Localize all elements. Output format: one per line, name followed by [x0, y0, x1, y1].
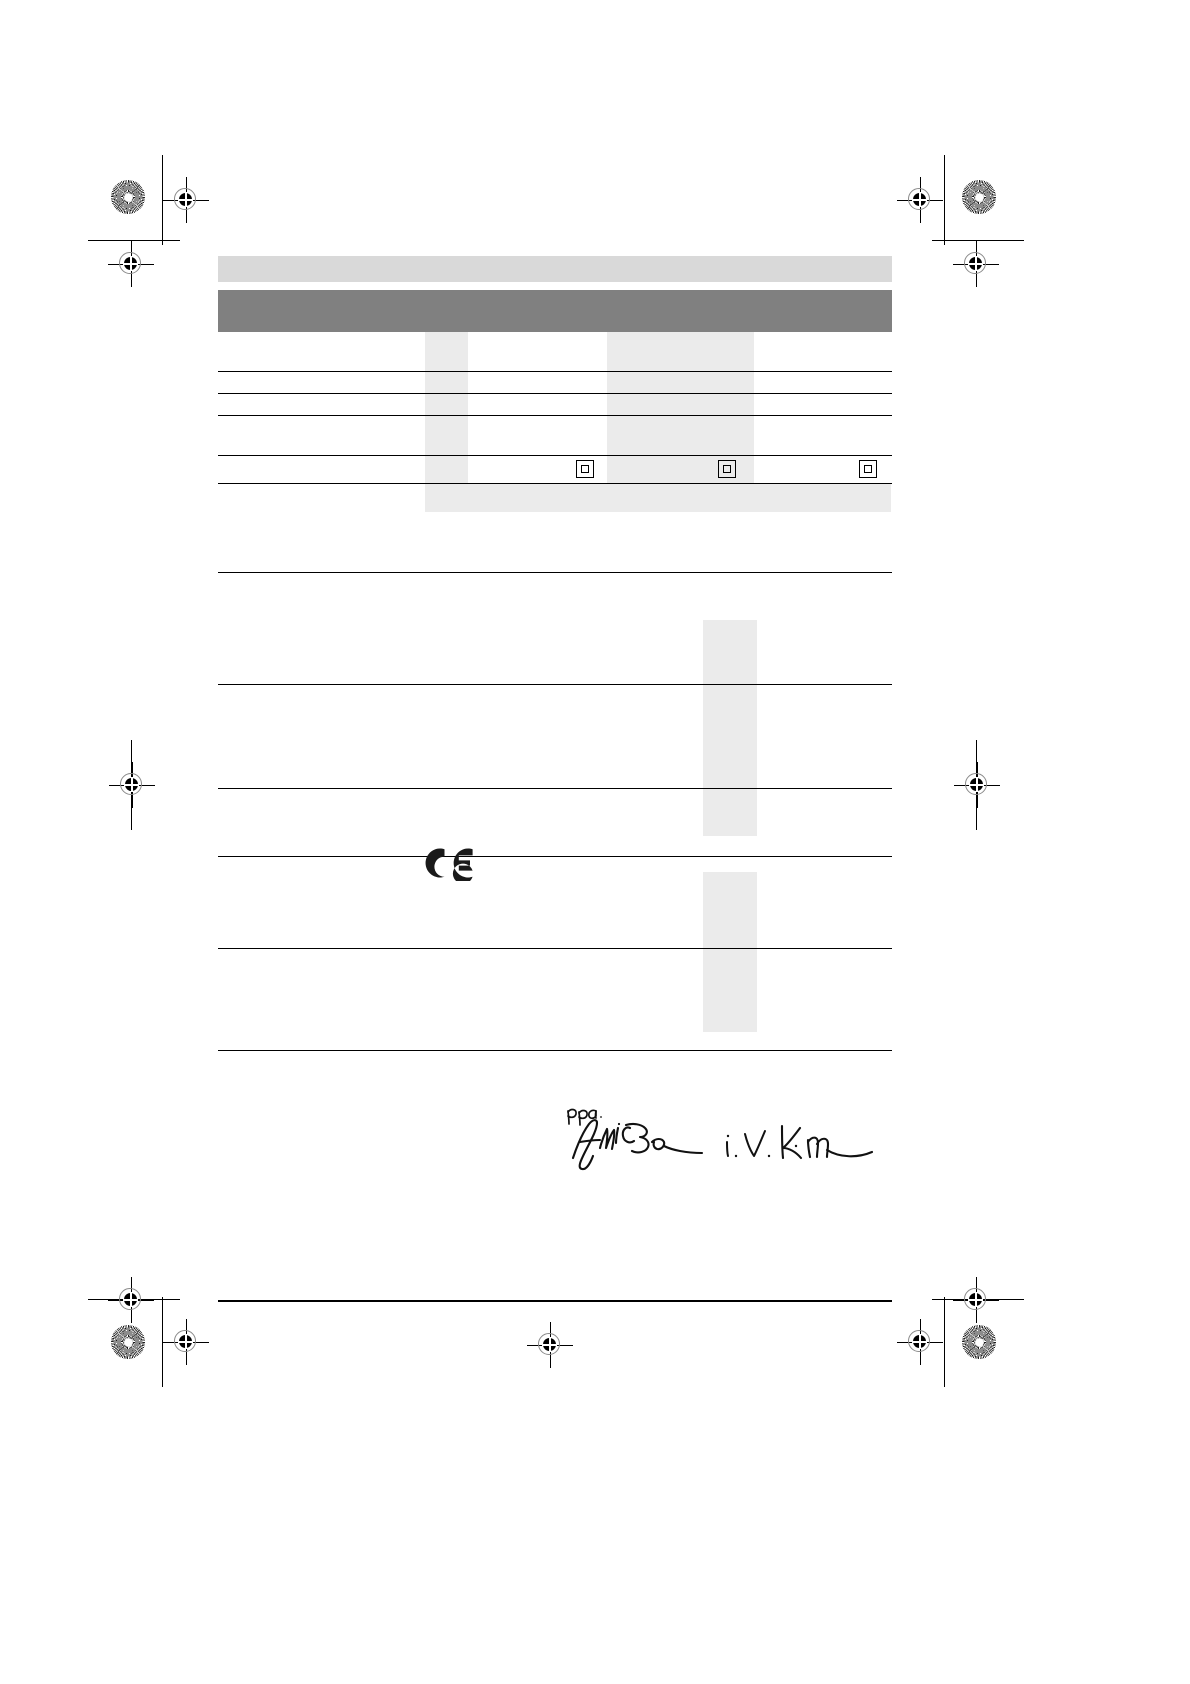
- signature-prefix-ppa: [567, 1108, 602, 1126]
- registration-crosshair: [527, 1322, 573, 1368]
- footer-rule: [218, 1300, 892, 1302]
- footer-row-shade: [425, 484, 891, 512]
- class-2-symbol-icon: [718, 460, 736, 478]
- ce-mark-icon: [420, 845, 478, 881]
- table-row: [218, 332, 892, 371]
- table-subheader-band: [218, 256, 892, 282]
- table-body: [218, 332, 892, 512]
- declaration-block: [218, 572, 892, 684]
- trim-mark: [944, 155, 946, 245]
- registration-crosshair: [108, 241, 154, 287]
- band-gap: [218, 282, 892, 290]
- signature-prefix-iv: [726, 1130, 771, 1158]
- trim-mark: [932, 240, 1024, 242]
- declaration-column-shade: [703, 620, 757, 732]
- declaration-column-shade: [703, 732, 757, 836]
- table-row-symbols: [218, 455, 892, 483]
- trim-mark: [88, 240, 180, 242]
- trim-mark: [162, 155, 164, 245]
- star-resolution-target: [111, 1325, 145, 1359]
- column-shade-2: [607, 332, 754, 511]
- registration-crosshair: [897, 1319, 943, 1365]
- trim-mark: [944, 1297, 946, 1387]
- registration-crosshair: [163, 1319, 209, 1365]
- star-resolution-target: [111, 180, 145, 214]
- declaration-column-shade: [703, 872, 757, 1032]
- trim-mark: [162, 1297, 164, 1387]
- signature-block: [560, 1098, 900, 1178]
- declaration-block: [218, 856, 892, 948]
- registration-crosshair: [897, 177, 943, 223]
- signature-1: [571, 1119, 704, 1171]
- registration-crosshair: [953, 1277, 999, 1323]
- registration-crosshair: [954, 762, 1000, 808]
- registration-crosshair: [108, 1277, 154, 1323]
- declaration-section: [218, 572, 892, 1051]
- specification-table: [218, 256, 892, 512]
- signature-2: [780, 1124, 874, 1160]
- registration-crosshair: [163, 177, 209, 223]
- registration-crosshair: [953, 241, 999, 287]
- declaration-block: [218, 948, 892, 1050]
- star-resolution-target: [962, 1325, 996, 1359]
- class-2-symbol-icon: [859, 460, 877, 478]
- registration-crosshair: [109, 762, 155, 808]
- table-title-band: [218, 290, 892, 332]
- table-row: [218, 415, 892, 455]
- declaration-block: [218, 684, 892, 788]
- declaration-block-end: [218, 1050, 892, 1051]
- star-resolution-target: [962, 180, 996, 214]
- declaration-block: [218, 788, 892, 856]
- table-row: [218, 371, 892, 393]
- class-2-symbol-icon: [576, 460, 594, 478]
- table-footer-row: [218, 483, 892, 512]
- column-shade-1: [425, 332, 468, 511]
- table-row: [218, 393, 892, 415]
